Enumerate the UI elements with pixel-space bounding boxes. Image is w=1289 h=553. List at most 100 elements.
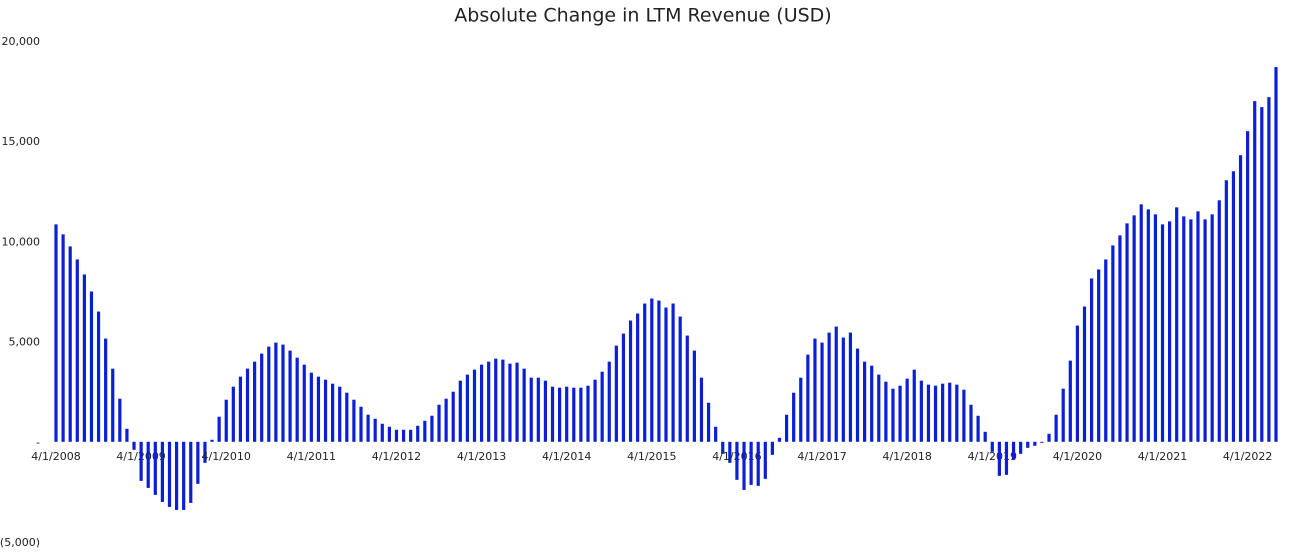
x-tick-label: 4/1/2021 bbox=[1138, 450, 1187, 463]
bar bbox=[742, 441, 746, 490]
bar bbox=[465, 374, 469, 442]
bar bbox=[118, 398, 122, 442]
bar bbox=[813, 338, 817, 442]
bar bbox=[827, 332, 831, 442]
x-tick-label: 4/1/2012 bbox=[372, 450, 421, 463]
bar bbox=[302, 364, 306, 442]
bar bbox=[898, 385, 902, 442]
bar bbox=[721, 441, 725, 454]
bar bbox=[423, 420, 427, 442]
bar bbox=[210, 439, 214, 442]
bar bbox=[621, 333, 626, 442]
bar bbox=[976, 415, 980, 442]
bar bbox=[352, 399, 356, 442]
bar bbox=[359, 406, 363, 442]
bar bbox=[125, 428, 129, 442]
bar bbox=[409, 429, 413, 442]
bar bbox=[572, 387, 576, 442]
y-tick-label: 20,000 bbox=[2, 35, 41, 48]
bar bbox=[182, 441, 186, 510]
bar bbox=[338, 386, 342, 442]
bar bbox=[231, 386, 235, 442]
y-tick-label: - bbox=[36, 436, 40, 449]
bar bbox=[1196, 211, 1200, 442]
bar bbox=[614, 345, 618, 442]
bar bbox=[494, 358, 498, 442]
bar bbox=[926, 384, 931, 442]
bar bbox=[763, 441, 767, 479]
bar bbox=[1189, 219, 1193, 442]
bar bbox=[657, 300, 661, 442]
bar bbox=[61, 234, 65, 442]
bar bbox=[1026, 441, 1030, 448]
bar bbox=[863, 361, 867, 442]
bar bbox=[1019, 441, 1023, 454]
bar bbox=[699, 377, 704, 442]
x-tick-label: 4/1/2018 bbox=[882, 450, 931, 463]
bar bbox=[196, 441, 200, 484]
bar bbox=[558, 387, 562, 442]
bar bbox=[1125, 223, 1129, 442]
bar bbox=[955, 384, 959, 442]
bar bbox=[111, 368, 115, 442]
bar bbox=[1047, 433, 1051, 442]
bar bbox=[777, 437, 782, 442]
x-tick-label: 4/1/2013 bbox=[457, 450, 506, 463]
bar bbox=[508, 363, 512, 442]
bar bbox=[962, 389, 966, 442]
bar bbox=[579, 387, 583, 442]
bar bbox=[387, 426, 391, 442]
bar bbox=[139, 441, 143, 481]
bar bbox=[1175, 207, 1179, 442]
bar bbox=[884, 381, 888, 442]
bar bbox=[501, 359, 505, 442]
bar bbox=[451, 391, 455, 442]
bar bbox=[366, 414, 370, 442]
bar bbox=[1118, 235, 1122, 442]
bar bbox=[1139, 204, 1143, 442]
x-tick-label: 4/1/2015 bbox=[627, 450, 676, 463]
bar bbox=[536, 377, 540, 442]
bar bbox=[565, 386, 569, 442]
bar bbox=[877, 374, 881, 442]
bar bbox=[969, 404, 973, 442]
bar bbox=[756, 441, 760, 486]
bar bbox=[919, 380, 923, 442]
bar bbox=[238, 376, 243, 442]
bar bbox=[692, 350, 696, 442]
bar bbox=[472, 369, 477, 442]
x-tick-label: 4/1/2008 bbox=[31, 450, 80, 463]
bar bbox=[1104, 259, 1108, 442]
bar bbox=[1004, 441, 1009, 475]
bar bbox=[1267, 97, 1271, 442]
bar bbox=[479, 364, 484, 442]
bar bbox=[1253, 101, 1257, 442]
bar bbox=[430, 415, 434, 442]
bar bbox=[416, 425, 420, 442]
y-tick-label: 5,000 bbox=[9, 336, 41, 349]
bar bbox=[600, 371, 604, 442]
bar bbox=[1168, 221, 1172, 442]
bar bbox=[912, 369, 916, 442]
bar bbox=[820, 342, 824, 442]
bar bbox=[153, 441, 157, 495]
chart-title: Absolute Change in LTM Revenue (USD) bbox=[454, 5, 831, 27]
bar bbox=[997, 441, 1001, 476]
bar bbox=[96, 311, 101, 442]
bar bbox=[664, 307, 668, 442]
bar bbox=[678, 316, 682, 442]
bar bbox=[68, 246, 72, 442]
bar bbox=[458, 380, 462, 442]
bar bbox=[543, 380, 548, 442]
bar bbox=[1203, 219, 1207, 442]
bar bbox=[1182, 216, 1186, 442]
bar bbox=[735, 441, 739, 480]
bar bbox=[870, 365, 874, 442]
bar bbox=[529, 377, 533, 442]
x-tick-label: 4/1/2020 bbox=[1053, 450, 1102, 463]
bar bbox=[1153, 214, 1158, 442]
bar bbox=[550, 386, 555, 442]
y-tick-label: 10,000 bbox=[2, 235, 41, 248]
bar bbox=[749, 441, 753, 485]
